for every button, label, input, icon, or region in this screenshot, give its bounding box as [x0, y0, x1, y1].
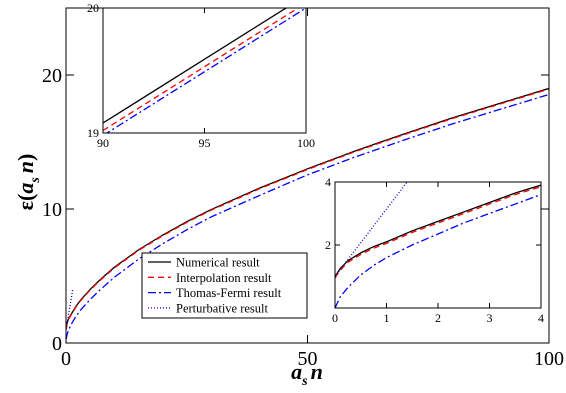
main-y-tick-label: 10: [42, 199, 62, 221]
main-series-perturbative: [66, 289, 74, 330]
inset-bottom-series-perturbative: [335, 182, 408, 277]
inset-bottom-y-tick-label: 2: [325, 238, 331, 252]
inset-top-x-tick-label: 100: [297, 136, 315, 150]
inset-bottom-plot: 0 1 2 3 4 2 4: [325, 175, 544, 325]
inset-bottom-x-tick-label: 4: [538, 311, 544, 325]
y-axis-label-prefix: ε(: [13, 194, 38, 211]
main-series-thomas_fermi: [66, 93, 549, 340]
inset-top-x-tick-label: 95: [199, 136, 211, 150]
inset-bottom-series-thomas_fermi: [335, 193, 541, 308]
x-axis-label-a: a: [291, 359, 302, 384]
y-axis-label-subscript: s: [28, 177, 43, 184]
legend-label-interpolation: Interpolation result: [176, 271, 272, 285]
inset-bottom-x-tick-label: 2: [435, 311, 441, 325]
inset-bottom-y-tick-label: 4: [325, 175, 331, 189]
main-series-group: [66, 87, 549, 340]
legend-label-perturbative: Perturbative result: [176, 301, 269, 315]
y-axis-label-n: n: [13, 161, 38, 173]
legend-label-numerical: Numerical result: [176, 256, 260, 270]
inset-top-y-tick-label: 19: [87, 126, 99, 140]
y-axis-label-suffix: ): [13, 154, 38, 161]
inset-bottom-x-tick-label: 0: [332, 311, 338, 325]
y-axis-label: ε(asn): [13, 154, 43, 211]
main-y-tick-label: 0: [52, 333, 62, 355]
inset-top-series-thomas_fermi: [105, 8, 306, 133]
main-x-tick-label: 0: [61, 348, 71, 370]
legend-label-thomas_fermi: Thomas-Fermi result: [176, 286, 282, 300]
main-x-tick-label: 100: [534, 348, 564, 370]
main-y-tick-label: 20: [42, 65, 62, 87]
x-axis-label-subscript: s: [301, 374, 308, 389]
axis-labels: as nε(asn): [13, 154, 323, 389]
y-axis-label-a: a: [13, 183, 38, 194]
inset-top-series-numerical: [103, 8, 288, 124]
inset-top-x-tick-label: 90: [97, 136, 109, 150]
inset-bottom-series-group: [335, 182, 541, 308]
legend-box: [141, 252, 308, 319]
main-x-tick-label: 50: [298, 348, 318, 370]
inset-top-series-group: [103, 8, 306, 133]
x-axis-label: as n: [291, 359, 323, 389]
inset-bottom-background: [335, 182, 541, 308]
main-series-interpolation: [66, 88, 549, 330]
inset-top-y-tick-label: 20: [87, 1, 99, 15]
inset-top-plot: 90 95 100 19 20: [87, 1, 315, 150]
inset-bottom-x-tick-label: 3: [487, 311, 493, 325]
x-axis-label-n: n: [311, 359, 323, 384]
inset-bottom-x-tick-label: 1: [384, 311, 390, 325]
